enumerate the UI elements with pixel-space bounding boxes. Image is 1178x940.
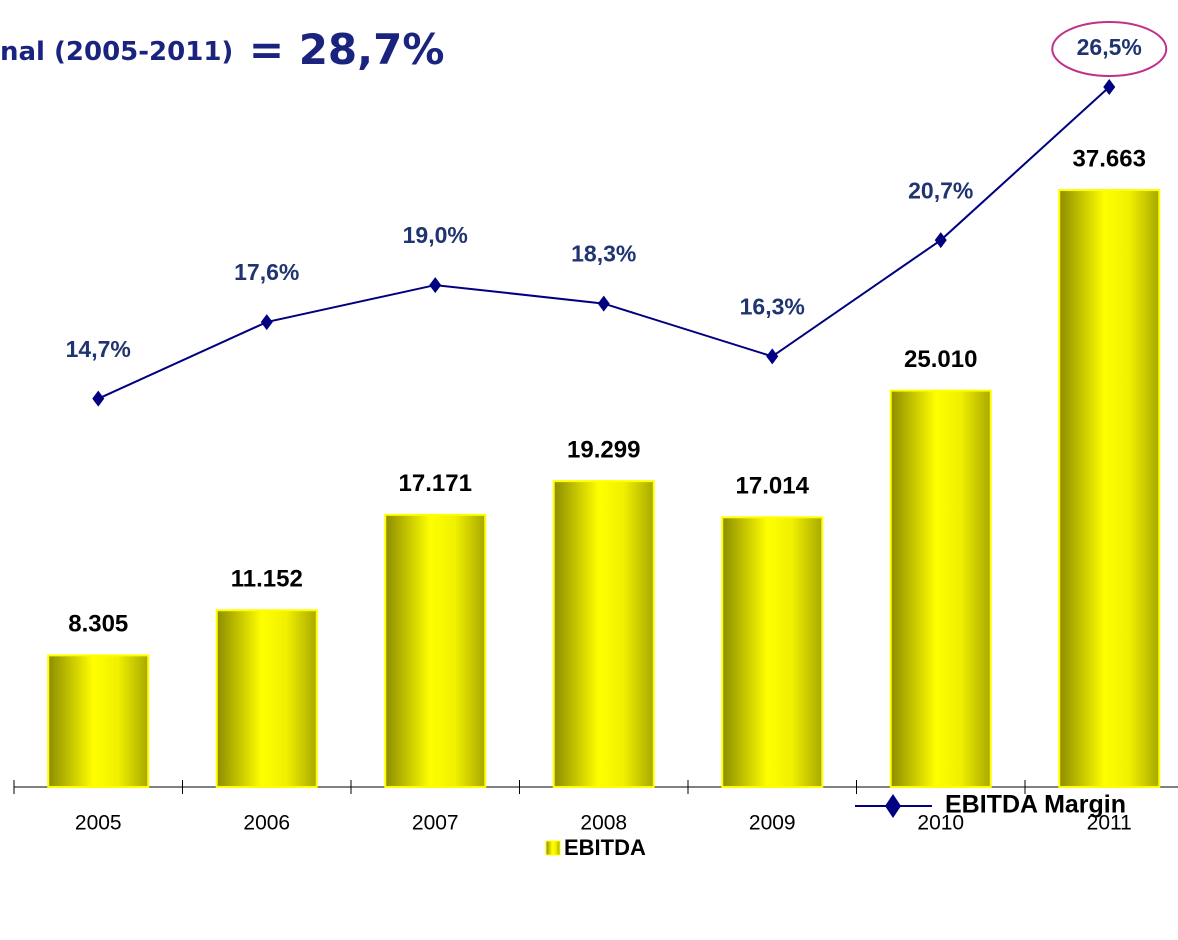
x-tick-label: 2008 xyxy=(580,812,627,835)
bar xyxy=(552,480,655,788)
bar xyxy=(384,513,487,788)
bar xyxy=(889,389,992,788)
margin-marker xyxy=(934,232,947,249)
chart-title: nal (2005-2011) = 28,7% xyxy=(0,25,444,74)
bar xyxy=(47,654,150,788)
bar-value-label: 17.014 xyxy=(736,473,810,500)
x-tick-label: 2011 xyxy=(1087,812,1132,835)
bar-value-label: 37.663 xyxy=(1073,145,1146,172)
title-highlight: = 28,7% xyxy=(249,25,445,74)
x-tick-label: 2010 xyxy=(917,812,964,835)
margin-marker xyxy=(597,295,610,312)
legend-marker xyxy=(885,794,901,818)
highlight-ellipse xyxy=(1051,20,1168,77)
x-tick-label: 2007 xyxy=(412,812,459,835)
margin-marker xyxy=(92,390,105,407)
margin-marker xyxy=(429,277,442,294)
margin-value-label: 26,5% xyxy=(1077,34,1142,60)
margin-marker xyxy=(1103,78,1116,95)
bar xyxy=(1058,189,1161,788)
legend-label: EBITDA xyxy=(564,835,646,860)
bar-value-label: 25.010 xyxy=(904,346,977,373)
bar-value-label: 17.171 xyxy=(399,470,472,497)
margin-value-label: 19,0% xyxy=(403,222,468,248)
bar-value-label: 11.152 xyxy=(231,566,303,593)
x-tick-label: 2006 xyxy=(243,812,290,835)
x-tick-label: 2005 xyxy=(75,812,122,835)
legend-label: EBITDA Margin xyxy=(945,791,1126,819)
margin-value-label: 18,3% xyxy=(571,241,636,267)
bar xyxy=(215,609,318,788)
margin-marker xyxy=(766,348,779,365)
bar-value-label: 8.305 xyxy=(68,611,128,638)
bar xyxy=(721,516,824,789)
legend-swatch xyxy=(545,840,561,856)
margin-value-label: 20,7% xyxy=(908,177,973,203)
title-text: nal (2005-2011) xyxy=(0,37,233,67)
x-tick-label: 2009 xyxy=(749,812,796,835)
bar-value-label: 19.299 xyxy=(567,436,640,463)
margin-value-label: 14,7% xyxy=(66,336,131,362)
margin-value-label: 17,6% xyxy=(234,259,299,285)
margin-marker xyxy=(260,314,273,331)
margin-value-label: 16,3% xyxy=(740,293,805,319)
